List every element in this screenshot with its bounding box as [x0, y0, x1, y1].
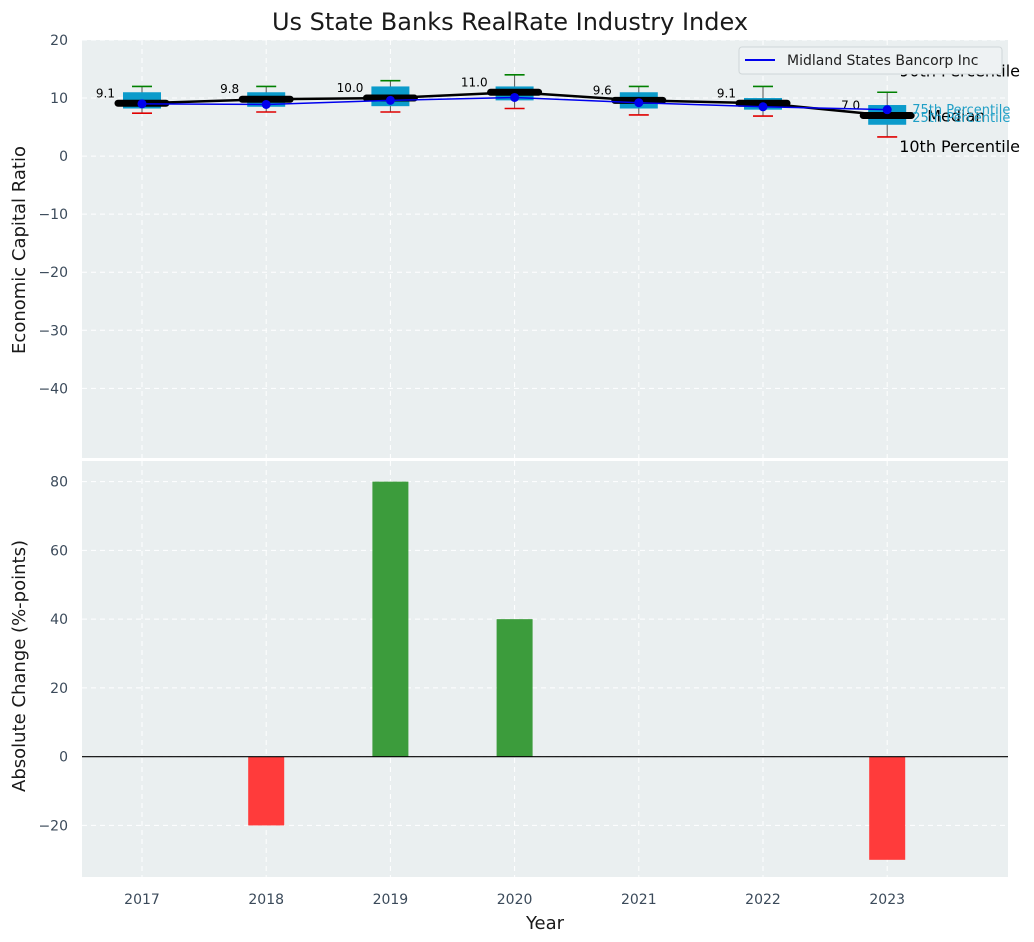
median-value-label: 9.1 — [717, 86, 736, 100]
x-tick-label: 2018 — [248, 892, 284, 908]
top-y-axis-label: Economic Capital Ratio — [9, 146, 30, 354]
bottom-panel: 80 60 40 20 0 −20 2017 2018 2019 2020 2021 2022 2023 — [38, 458, 1008, 908]
x-tick-label: 2022 — [745, 892, 781, 908]
median-value-label: 11.0 — [461, 75, 488, 89]
x-tick-label: 2019 — [373, 892, 409, 908]
top-y-tick-label: 0 — [59, 149, 68, 165]
company-series-point — [758, 102, 768, 112]
change-bar-2023 — [869, 756, 906, 860]
annotation-75th-percentile: 75th Percentile — [912, 103, 1010, 118]
change-bar-2018 — [248, 756, 285, 826]
annotation-median: Median — [927, 106, 985, 125]
x-tick-label: 2017 — [124, 892, 160, 908]
top-y-tick-label: −10 — [38, 207, 68, 223]
bottom-y-tick-label: 40 — [50, 612, 68, 628]
bottom-y-tick-label: 60 — [50, 543, 68, 559]
median-value-label: 9.6 — [593, 83, 612, 97]
company-series-point — [634, 98, 644, 108]
company-series-point — [510, 92, 520, 102]
bottom-y-tick-label: 0 — [59, 750, 68, 766]
legend-box — [738, 46, 1003, 75]
top-y-tick-label: 20 — [50, 33, 68, 49]
bottom-y-axis-label: Absolute Change (%-points) — [9, 540, 30, 792]
annotation-10th-percentile: 10th Percentile — [899, 137, 1020, 156]
bottom-y-tick-label: 20 — [50, 681, 68, 697]
x-tick-label: 2021 — [621, 892, 657, 908]
top-plot-area — [82, 40, 1008, 458]
legend: Midland States Bancorp Inc — [738, 46, 1003, 75]
top-y-tick-label: 10 — [50, 91, 68, 107]
company-series-point — [882, 105, 892, 115]
bottom-y-tick-label: 80 — [50, 475, 68, 491]
bottom-y-tick-label: −20 — [38, 818, 68, 834]
annotation-25th-percentile: 25th Percentile — [912, 111, 1010, 126]
company-series-point — [261, 99, 271, 109]
median-value-label: 10.0 — [337, 81, 364, 95]
change-bar-2019 — [372, 481, 409, 757]
bottom-plot-area — [82, 461, 1008, 877]
x-tick-label: 2020 — [497, 892, 533, 908]
change-bar-2020 — [496, 619, 533, 757]
x-axis-label: Year — [525, 913, 565, 934]
chart-title: Us State Banks RealRate Industry Index — [272, 8, 748, 36]
top-y-tick-label: −40 — [38, 381, 68, 397]
median-value-label: 9.8 — [220, 82, 239, 96]
x-tick-label: 2023 — [869, 892, 905, 908]
legend-label: Midland States Bancorp Inc — [787, 53, 978, 69]
company-series-point — [137, 99, 147, 109]
company-series-point — [385, 95, 395, 105]
top-y-tick-label: −20 — [38, 265, 68, 281]
median-value-label: 9.1 — [96, 86, 115, 100]
top-y-tick-label: −30 — [38, 323, 68, 339]
